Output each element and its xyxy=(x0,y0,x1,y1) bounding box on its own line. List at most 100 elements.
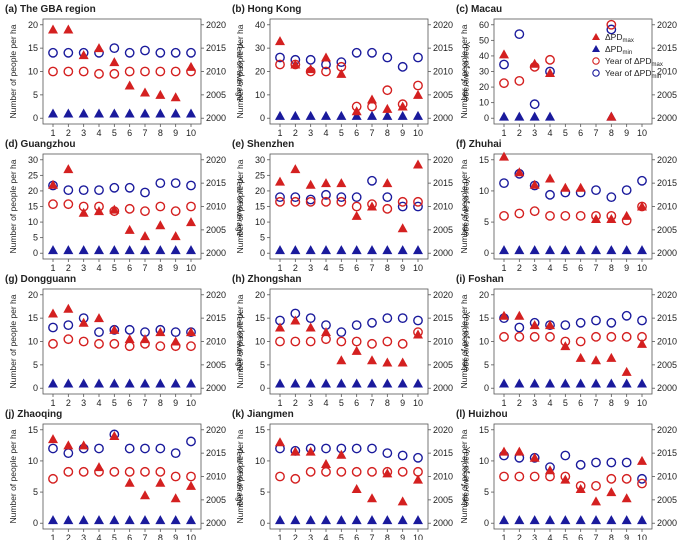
y-tick-label: 0 xyxy=(33,248,38,258)
dpd-max-point xyxy=(382,103,393,113)
dpd-min-point xyxy=(545,378,555,388)
dpd-max-point xyxy=(109,431,120,441)
y2-tick-label: 2020 xyxy=(206,425,226,435)
y2-tick-label: 2020 xyxy=(433,155,453,165)
year-min-point xyxy=(186,436,196,447)
y2-tick-label: 2015 xyxy=(657,313,677,323)
y2-tick-label: 2000 xyxy=(206,518,226,528)
y-tick-label: 20 xyxy=(28,186,38,196)
dpd-max-point xyxy=(290,164,301,174)
x-tick-label: 2 xyxy=(293,263,298,273)
y-tick-label: 10 xyxy=(255,456,265,466)
y-tick-label: 30 xyxy=(255,43,265,53)
y2-tick-label: 2000 xyxy=(206,248,226,258)
year-min-point xyxy=(48,322,58,333)
year-min-point xyxy=(290,192,301,203)
x-tick-label: 4 xyxy=(96,128,101,138)
dpd-max-point xyxy=(140,490,150,500)
dpd-min-point xyxy=(382,245,393,255)
legend-marker-1 xyxy=(592,45,600,52)
year-min-point xyxy=(397,313,408,324)
year-max-point xyxy=(186,201,196,212)
year-min-point xyxy=(140,443,150,454)
y2-tick-label: 2005 xyxy=(206,90,226,100)
x-tick-label: 9 xyxy=(173,398,178,408)
year-max-point xyxy=(321,66,331,77)
year-min-point xyxy=(305,313,316,324)
y-tick-label: 0 xyxy=(33,113,38,123)
dpd-max-point xyxy=(606,111,617,121)
dpd-min-point xyxy=(275,515,285,525)
y-tick-label: 15 xyxy=(28,43,38,53)
dpd-max-point xyxy=(63,24,74,34)
year-min-point xyxy=(305,54,316,65)
dpd-min-point xyxy=(140,378,150,388)
y-tick-label: 40 xyxy=(255,20,265,30)
y2-tick-label: 2010 xyxy=(657,472,677,482)
x-tick-label: 4 xyxy=(547,398,552,408)
panel-title: (a) The GBA region xyxy=(5,4,96,15)
plot-frame xyxy=(269,288,429,395)
year-max-point xyxy=(382,85,393,96)
x-tick-label: 3 xyxy=(308,263,313,273)
year-max-point xyxy=(186,341,196,352)
y2-axis-label: Year of average xyxy=(235,177,245,237)
year-max-point xyxy=(94,338,104,349)
dpd-min-point xyxy=(124,245,135,255)
dpd-min-point xyxy=(124,378,135,388)
dpd-min-point xyxy=(621,515,632,525)
year-min-point xyxy=(397,61,408,72)
dpd-min-point xyxy=(397,515,408,525)
x-tick-label: 4 xyxy=(323,533,328,540)
y-tick-label: 5 xyxy=(260,360,265,370)
dpd-min-point xyxy=(170,108,181,118)
y2-tick-label: 2000 xyxy=(657,248,677,258)
y2-tick-label: 2005 xyxy=(433,360,453,370)
y2-tick-label: 2000 xyxy=(433,518,453,528)
year-max-point xyxy=(155,201,166,212)
dpd-max-point xyxy=(155,477,166,487)
dpd-min-point xyxy=(499,111,509,121)
dpd-max-point xyxy=(109,204,120,214)
y-tick-label: 0 xyxy=(484,518,489,528)
y2-tick-label: 2010 xyxy=(657,67,677,77)
y2-axis-label: Year of average xyxy=(462,447,472,507)
x-tick-label: 2 xyxy=(517,128,522,138)
y2-tick-label: 2000 xyxy=(657,383,677,393)
year-min-point xyxy=(351,192,362,203)
dpd-min-point xyxy=(413,245,423,255)
dpd-min-point xyxy=(545,515,555,525)
x-tick-label: 10 xyxy=(637,263,647,273)
dpd-min-point xyxy=(382,110,393,120)
dpd-min-point xyxy=(321,515,331,525)
dpd-max-point xyxy=(545,320,555,330)
x-tick-label: 6 xyxy=(578,263,583,273)
y2-tick-label: 2010 xyxy=(433,337,453,347)
dpd-max-point xyxy=(606,352,617,362)
year-min-point xyxy=(575,317,586,328)
y2-tick-label: 2010 xyxy=(206,472,226,482)
x-tick-label: 5 xyxy=(112,263,117,273)
x-tick-label: 6 xyxy=(354,398,359,408)
y-axis-label: Number of people per ha xyxy=(8,159,18,253)
dpd-max-point xyxy=(305,64,316,74)
dpd-max-point xyxy=(63,440,74,450)
y-tick-label: 0 xyxy=(260,518,265,528)
year-min-point xyxy=(367,47,377,58)
y2-tick-label: 2005 xyxy=(433,225,453,235)
x-tick-label: 9 xyxy=(173,263,178,273)
year-max-point xyxy=(545,331,555,342)
dpd-min-point xyxy=(290,515,301,525)
dpd-max-point xyxy=(186,480,196,490)
x-tick-label: 2 xyxy=(293,398,298,408)
dpd-min-point xyxy=(499,515,509,525)
y2-tick-label: 2000 xyxy=(657,518,677,528)
dpd-max-point xyxy=(321,52,331,62)
year-min-point xyxy=(140,45,150,56)
dpd-max-point xyxy=(336,68,347,78)
y-tick-label: 0 xyxy=(484,113,489,123)
y2-axis-label: Year of average xyxy=(462,312,472,372)
x-tick-label: 7 xyxy=(142,128,147,138)
x-tick-label: 2 xyxy=(66,398,71,408)
